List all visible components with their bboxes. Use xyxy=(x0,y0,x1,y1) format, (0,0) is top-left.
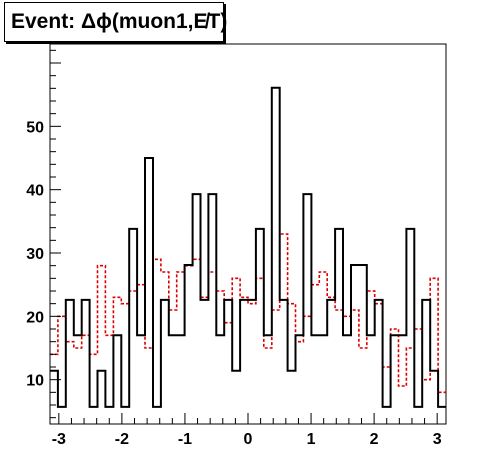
series-black-solid-histogram xyxy=(50,86,446,408)
axis-layer: -3 -2 -1 0 1 2 3 10 20 30 40 50 xyxy=(26,49,442,448)
x-tick-label: 3 xyxy=(433,431,442,448)
x-tick-label: -3 xyxy=(52,431,66,448)
series-red-dashed-histogram xyxy=(50,233,446,394)
series-layer xyxy=(50,86,446,408)
x-tick-label: 2 xyxy=(370,431,379,448)
y-tick-label: 40 xyxy=(26,183,44,200)
x-tick-label: 0 xyxy=(244,431,253,448)
y-tick-label: 30 xyxy=(26,246,44,263)
x-tick-label: -2 xyxy=(115,431,129,448)
x-tick-label: 1 xyxy=(307,431,316,448)
chart-title: Event: Δϕ(muon1,E̸T) xyxy=(4,2,227,42)
plot-frame xyxy=(49,43,447,425)
x-tick-label: -1 xyxy=(178,431,192,448)
y-tick-label: 20 xyxy=(26,309,44,326)
y-tick-label: 10 xyxy=(26,373,44,390)
y-tick-label: 50 xyxy=(26,119,44,136)
